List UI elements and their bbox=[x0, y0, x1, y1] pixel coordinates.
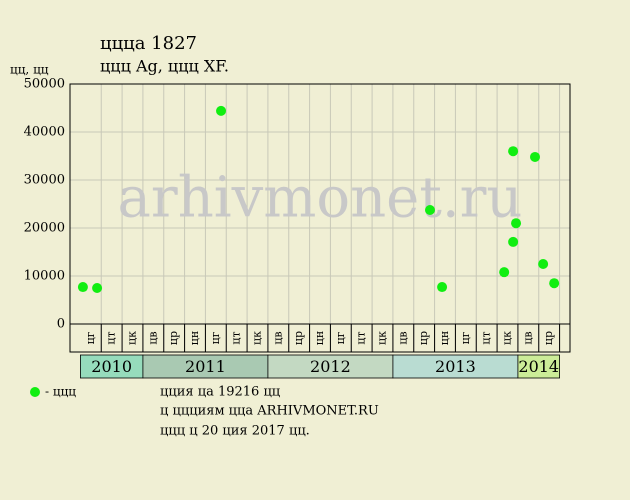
x-tick-label: цк bbox=[251, 331, 264, 345]
x-tick-label: цк bbox=[376, 331, 389, 345]
note: ццц ц 20 ция 2017 цц. bbox=[160, 424, 310, 439]
data-point bbox=[508, 236, 519, 247]
data-point bbox=[92, 283, 103, 293]
year-band bbox=[517, 354, 560, 379]
x-tick-label: цт bbox=[355, 331, 368, 344]
year-label: 2010 bbox=[91, 357, 132, 376]
year-label: 2013 bbox=[435, 357, 476, 376]
x-tick-label: цв bbox=[521, 331, 534, 344]
x-tick-label: цг bbox=[334, 331, 347, 344]
x-tick-label: цг bbox=[459, 331, 472, 344]
data-point bbox=[508, 146, 519, 157]
data-point bbox=[499, 267, 510, 278]
x-tick-label: цт bbox=[230, 331, 243, 344]
x-tick-label: цр bbox=[542, 331, 555, 345]
data-point bbox=[437, 282, 448, 293]
x-tick-label: цг bbox=[209, 331, 222, 344]
x-tick-label: цв bbox=[271, 331, 284, 344]
y-tick-label: 0 bbox=[57, 317, 65, 332]
chart-title: ццца 1827 bbox=[100, 33, 197, 54]
data-point bbox=[549, 278, 560, 289]
data-point bbox=[425, 205, 435, 215]
legend-label: - ццц bbox=[45, 385, 76, 399]
data-point bbox=[216, 105, 227, 116]
x-tick-label: цр bbox=[417, 331, 430, 345]
year-label: 2012 bbox=[310, 357, 351, 376]
x-tick-label: цв bbox=[146, 331, 159, 344]
data-point bbox=[530, 151, 540, 162]
x-tick-label: цр bbox=[292, 331, 305, 345]
year-label: 2011 bbox=[185, 357, 226, 376]
x-tick-label: цн bbox=[438, 331, 451, 345]
data-point bbox=[511, 218, 522, 229]
x-tick-label: цн bbox=[188, 331, 201, 345]
year-label: 2014 bbox=[518, 357, 559, 376]
note: ц ццциям цца ARHIVMONET.RU bbox=[160, 404, 379, 419]
y-axis-label: цц, цц bbox=[10, 63, 49, 77]
data-point bbox=[77, 282, 88, 293]
x-tick-label: цр bbox=[167, 331, 180, 345]
x-tick-label: цк bbox=[126, 331, 139, 345]
y-tick-label: 50000 bbox=[24, 77, 65, 92]
note: цция ца 19216 цц bbox=[160, 385, 280, 400]
x-tick-label: цк bbox=[501, 331, 514, 345]
x-tick-label: цт bbox=[480, 331, 493, 344]
watermark: arhivmonet.ru bbox=[118, 166, 523, 231]
legend-marker bbox=[30, 387, 40, 397]
y-tick-label: 30000 bbox=[24, 173, 65, 188]
x-tick-label: цг bbox=[84, 331, 97, 344]
y-tick-label: 20000 bbox=[24, 221, 65, 236]
y-tick-label: 10000 bbox=[24, 269, 65, 284]
data-point bbox=[538, 259, 549, 269]
chart-subtitle: ццц Ag, ццц XF. bbox=[100, 57, 229, 76]
x-tick-label: цт bbox=[105, 331, 118, 344]
x-tick-label: цн bbox=[313, 331, 326, 345]
plot-frame bbox=[69, 83, 571, 353]
x-tick-label: цв bbox=[396, 331, 409, 344]
y-tick-label: 40000 bbox=[24, 125, 65, 140]
